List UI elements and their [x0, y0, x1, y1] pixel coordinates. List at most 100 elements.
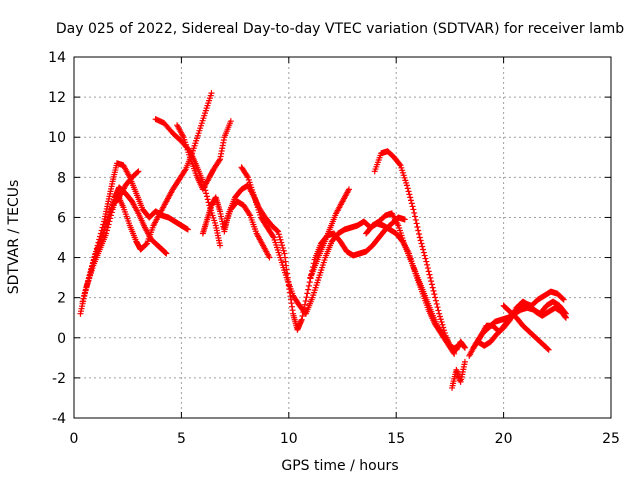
plus-marker: [303, 294, 310, 301]
y-tick-label: 14: [48, 50, 66, 66]
y-tick-label: 8: [57, 170, 66, 186]
plus-marker: [204, 196, 211, 203]
plus-marker: [560, 296, 567, 303]
plus-marker: [107, 208, 114, 215]
plus-marker: [412, 216, 419, 223]
tick-labels: 0 5 10 15 20 25 -4 -2 0 2 4 6 8 10 12 14: [48, 50, 620, 447]
plus-marker: [403, 182, 410, 189]
plus-marker: [79, 298, 86, 305]
y-axis-label: SDTVAR / TECUs: [6, 180, 22, 295]
series-sat-c: [83, 90, 215, 289]
plus-marker: [203, 190, 210, 197]
plus-marker: [439, 321, 446, 328]
plus-marker: [216, 157, 223, 164]
plus-marker: [163, 250, 170, 257]
plus-marker: [203, 193, 210, 200]
plus-marker: [298, 316, 305, 323]
plus-marker: [415, 227, 422, 234]
plus-marker: [103, 220, 110, 227]
series-sat-d: [92, 168, 142, 261]
plus-marker: [396, 161, 403, 168]
plus-marker: [424, 261, 431, 268]
plus-marker: [428, 281, 435, 288]
plus-marker: [433, 300, 440, 307]
y-tick-label: 12: [48, 90, 66, 106]
plus-marker: [108, 205, 115, 212]
plus-marker: [428, 278, 435, 285]
plus-marker: [279, 245, 286, 252]
plus-marker: [102, 223, 109, 230]
plus-marker: [135, 168, 142, 175]
plus-marker: [461, 344, 468, 351]
plus-marker: [429, 284, 436, 291]
series-sat-m: [449, 358, 468, 391]
plus-marker: [276, 233, 283, 240]
plus-marker: [269, 233, 276, 240]
plus-marker: [440, 324, 447, 331]
plus-marker: [227, 118, 234, 125]
y-tick-label: 2: [57, 291, 66, 307]
plus-marker: [279, 242, 286, 249]
plus-marker: [436, 313, 443, 320]
x-tick-label: 5: [177, 431, 186, 447]
series-sat-q: [500, 302, 552, 353]
plus-marker: [95, 244, 102, 251]
plus-marker: [421, 252, 428, 259]
series-sat-b: [79, 184, 170, 305]
plus-marker: [422, 255, 429, 262]
plus-marker: [92, 254, 99, 261]
plus-marker: [99, 229, 106, 236]
plus-marker: [305, 286, 312, 293]
plus-marker: [432, 297, 439, 304]
plus-marker: [410, 206, 417, 213]
plus-marker: [562, 314, 569, 321]
plus-marker: [419, 243, 426, 250]
plus-marker: [82, 286, 89, 293]
plus-marker: [274, 227, 281, 234]
y-tick-label: -4: [52, 411, 66, 427]
x-tick-label: 20: [495, 431, 513, 447]
plus-marker: [299, 312, 306, 319]
x-tick-label: 25: [602, 431, 620, 447]
plus-marker: [275, 231, 282, 238]
y-tick-label: 0: [57, 331, 66, 347]
plus-marker: [208, 90, 215, 97]
plus-marker: [304, 290, 311, 297]
y-tick-label: -2: [52, 371, 66, 387]
y-tick-label: 6: [57, 210, 66, 226]
plus-marker: [184, 226, 191, 233]
plus-marker: [345, 186, 352, 193]
plus-marker: [424, 265, 431, 272]
plus-marker: [275, 228, 282, 235]
plus-marker: [559, 295, 566, 302]
plus-marker: [80, 295, 87, 302]
plus-marker: [545, 346, 552, 353]
plus-marker: [93, 251, 100, 258]
plus-marker: [416, 230, 423, 237]
plus-marker: [82, 289, 89, 296]
plus-marker: [417, 237, 424, 244]
plus-marker: [436, 310, 443, 317]
plus-marker: [134, 169, 141, 176]
plus-marker: [106, 211, 113, 218]
plus-marker: [101, 226, 108, 233]
plus-marker: [432, 294, 439, 301]
plus-marker: [461, 358, 468, 365]
plus-marker: [435, 307, 442, 314]
plus-marker: [418, 240, 425, 247]
plus-marker: [143, 241, 150, 248]
series-sat-f: [174, 118, 234, 193]
axis-ticks: [73, 56, 612, 419]
plus-marker: [438, 318, 445, 325]
series-sat-h: [221, 198, 273, 261]
plus-marker: [423, 258, 430, 265]
x-tick-label: 15: [387, 431, 405, 447]
plus-marker: [305, 282, 312, 289]
grid-lines: [74, 57, 611, 418]
plus-marker: [96, 240, 103, 247]
plus-marker: [425, 268, 432, 275]
plus-marker: [302, 297, 309, 304]
x-axis-label: GPS time / hours: [281, 458, 398, 474]
plus-marker: [451, 350, 458, 357]
